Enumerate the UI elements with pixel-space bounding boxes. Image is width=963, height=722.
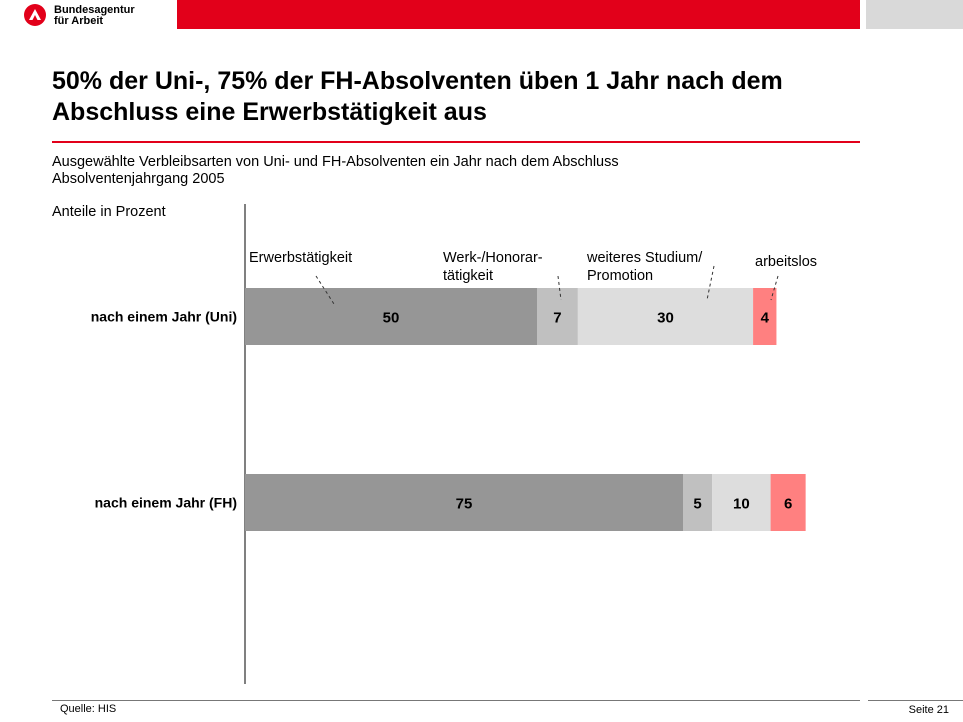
logo: Bundesagentur für Arbeit [24, 4, 174, 28]
category-label: nach einem Jahr (FH) [95, 495, 237, 511]
bar-segment [712, 474, 771, 531]
subtitle: Ausgewählte Verbleibsarten von Uni- und … [52, 154, 852, 188]
source-note: Quelle: HIS [60, 703, 117, 715]
bar-value-label: 75 [456, 496, 473, 513]
header-red-bar [177, 0, 860, 29]
bar-value-label: 5 [693, 496, 701, 513]
subtitle-line-1: Ausgewählte Verbleibsarten von Uni- und … [52, 154, 619, 170]
series-label: Promotion [587, 268, 653, 284]
bar-value-label: 7 [553, 310, 561, 327]
logo-icon [24, 4, 46, 26]
footer-divider [52, 700, 860, 701]
series-label: arbeitslos [755, 254, 817, 270]
bar-value-label: 6 [784, 496, 792, 513]
series-label: weiteres Studium/ [586, 250, 703, 266]
chart-unit-label: Anteile in Prozent [52, 204, 166, 220]
category-label: nach einem Jahr (Uni) [91, 309, 237, 325]
series-leader-line [770, 275, 779, 301]
title-divider [52, 141, 860, 143]
bar-value-label: 10 [733, 496, 750, 513]
bar-segment [245, 474, 683, 531]
series-label: tätigkeit [443, 268, 493, 284]
bar-value-label: 30 [657, 310, 674, 327]
series-label: Werk-/Honorar- [443, 250, 543, 266]
bar-segment [770, 474, 806, 531]
bar-value-label: 4 [761, 310, 770, 327]
bar-value-label: 50 [383, 310, 400, 327]
bar-segment [753, 288, 777, 345]
subtitle-line-2: Absolventenjahrgang 2005 [52, 171, 225, 187]
bar-segment [577, 288, 754, 345]
header-gray-bar [866, 0, 963, 29]
series-leader-line [557, 275, 562, 301]
page-number: Seite 21 [908, 704, 949, 716]
footer-divider-right [868, 700, 963, 701]
logo-line-1: Bundesagentur [54, 4, 135, 16]
logo-line-2: für Arbeit [54, 15, 104, 27]
bar-segment [245, 288, 537, 345]
series-label: Erwerbstätigkeit [249, 250, 352, 266]
logo-text: Bundesagentur für Arbeit [54, 5, 135, 27]
page-title: 50% der Uni-, 75% der FH-Absolventen übe… [52, 67, 783, 126]
bar-segment [537, 288, 578, 345]
bar-segment [683, 474, 713, 531]
